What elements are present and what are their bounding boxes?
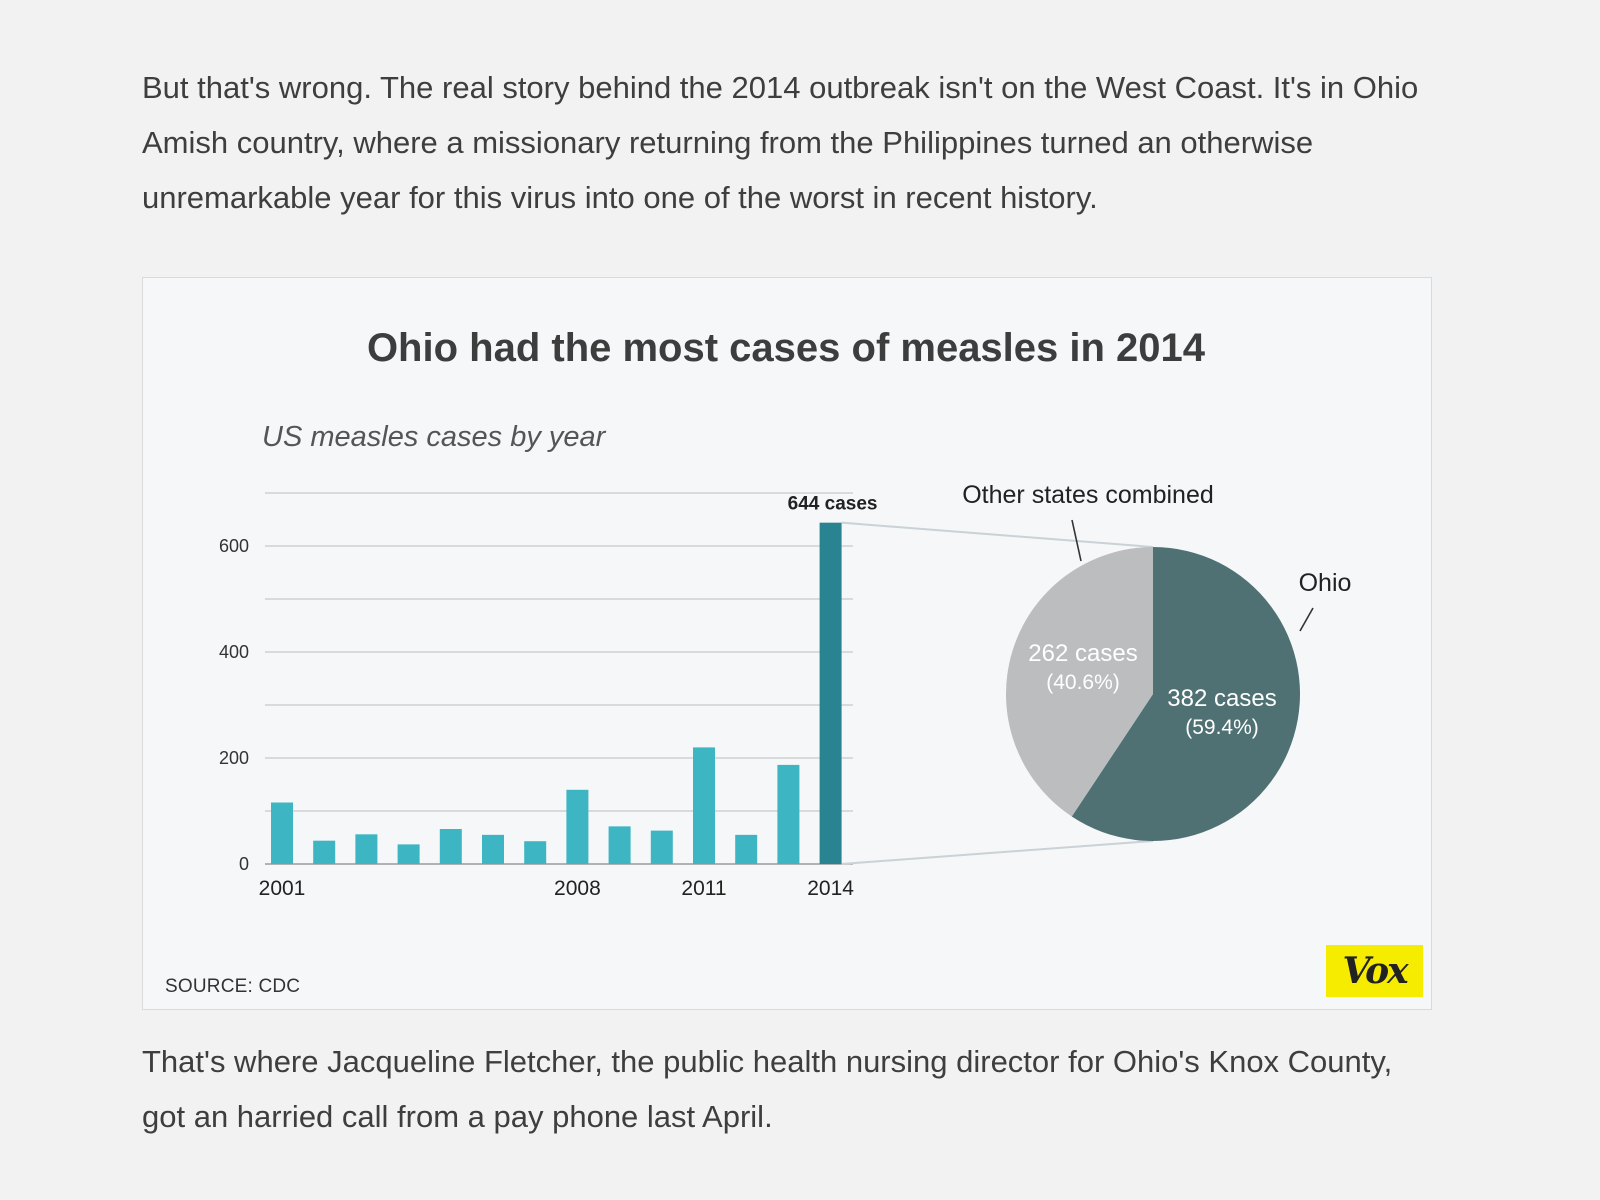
- bar-2002: [313, 840, 336, 864]
- chart-title: Ohio had the most cases of measles in 20…: [367, 326, 1206, 370]
- pie-slice-ohio: [1071, 547, 1301, 842]
- x-tick-label: 2008: [554, 877, 601, 900]
- y-tick-label: 600: [219, 536, 249, 556]
- chart-canvas: Ohio had the most cases of measles in 20…: [219, 326, 1351, 900]
- connector-top: [841, 521, 1154, 548]
- gridlines: [265, 492, 853, 865]
- pie-value-label-ohio: 382 cases: [1167, 685, 1276, 712]
- bar-2014: [819, 522, 842, 864]
- bar-2003: [355, 834, 378, 864]
- pie-chart: [1006, 547, 1301, 842]
- vox-logo-text: Vox: [1342, 950, 1408, 992]
- pie-pct-label-other: (40.6%): [1046, 671, 1120, 694]
- bar-2008: [566, 789, 589, 864]
- chart-figure: Ohio had the most cases of measles in 20…: [142, 277, 1432, 1010]
- pie-category-label-other: Other states combined: [962, 481, 1214, 509]
- bar-2011: [693, 747, 715, 864]
- x-tick-label: 2001: [259, 877, 306, 900]
- bar-2007: [524, 841, 547, 864]
- bar-2004: [397, 844, 420, 864]
- article-paragraph: That's where Jacqueline Fletcher, the pu…: [142, 1044, 1393, 1134]
- vox-logo: Vox: [1326, 945, 1423, 997]
- pie-connector-lines: [841, 521, 1154, 865]
- bar-2006: [482, 834, 504, 864]
- source-note: SOURCE: CDC: [165, 976, 301, 997]
- bar-2009: [608, 826, 631, 864]
- x-axis-ticks: 2001 2008 2011 2014: [259, 877, 855, 900]
- y-tick-label: 200: [219, 748, 249, 768]
- leader-line-ohio: [1299, 607, 1314, 632]
- x-tick-label: 2014: [807, 877, 854, 900]
- y-axis-ticks: 0 200 400 600: [219, 536, 249, 874]
- pie-labels: 382 cases (59.4%) 262 cases (40.6%) Other st…: [962, 481, 1351, 739]
- x-tick-label: 2011: [681, 877, 726, 900]
- pie-slice-other-states: [1006, 547, 1153, 817]
- bar-2012: [735, 834, 758, 864]
- pie-category-label-ohio: Ohio: [1299, 569, 1352, 597]
- bar-2013: [777, 764, 800, 864]
- y-tick-label: 0: [239, 854, 249, 874]
- bars: [271, 522, 842, 864]
- bar-2010: [650, 830, 673, 864]
- article-paragraph: But that's wrong. The real story behind …: [142, 70, 1419, 215]
- bar-annotation-2014: 644 cases: [788, 494, 878, 515]
- bar-2001: [271, 802, 293, 864]
- pie-pct-label-ohio: (59.4%): [1185, 716, 1259, 739]
- bar-2005: [439, 829, 462, 864]
- pie-value-label-other: 262 cases: [1028, 640, 1137, 667]
- leader-line-other: [1071, 519, 1082, 562]
- connector-bottom: [841, 840, 1154, 865]
- chart-subtitle: US measles cases by year: [262, 421, 607, 453]
- y-tick-label: 400: [219, 642, 249, 662]
